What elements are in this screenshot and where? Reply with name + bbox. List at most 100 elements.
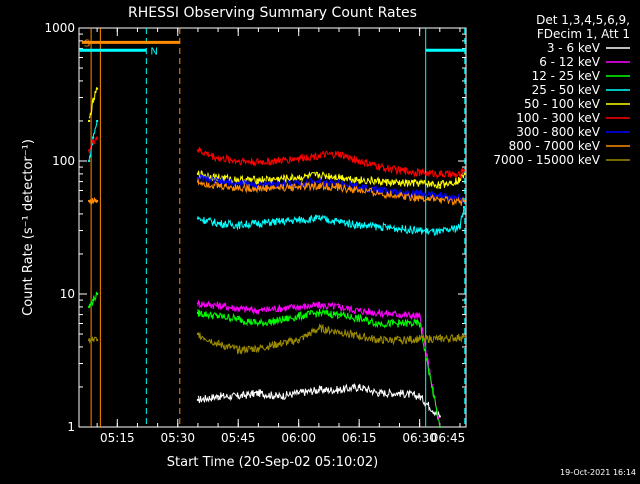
- legend-label: 3 - 6 keV: [547, 41, 601, 55]
- data-point: [217, 395, 220, 398]
- footer-timestamp: 19-Oct-2021 16:14: [560, 468, 636, 477]
- y-axis-label: Count Rate (s⁻¹ detector⁻¹): [21, 139, 36, 316]
- data-point: [378, 339, 381, 342]
- data-point: [338, 313, 341, 316]
- data-point: [88, 200, 91, 203]
- data-point: [438, 415, 441, 418]
- data-point: [338, 388, 341, 391]
- data-point: [217, 343, 220, 346]
- data-point: [92, 100, 95, 103]
- data-point: [237, 348, 240, 351]
- data-point: [418, 192, 421, 195]
- legend-label: 6 - 12 keV: [539, 55, 601, 69]
- data-point: [297, 185, 300, 188]
- data-point: [378, 166, 381, 169]
- data-point: [277, 395, 280, 398]
- legend-label: 50 - 100 keV: [524, 97, 601, 111]
- data-point: [277, 343, 280, 346]
- data-point: [237, 182, 240, 185]
- data-point: [358, 224, 361, 227]
- x-tick-label: 05:45: [221, 431, 256, 445]
- data-point: [217, 180, 220, 183]
- data-point: [237, 307, 240, 310]
- data-point: [297, 219, 300, 222]
- legend-header-line: Det 1,3,4,5,6,9,: [536, 13, 630, 27]
- data-point: [217, 157, 220, 160]
- legend-label: 12 - 25 keV: [532, 69, 601, 83]
- data-point: [237, 317, 240, 320]
- chart-title: RHESSI Observing Summary Count Rates: [128, 5, 417, 21]
- data-point: [317, 174, 320, 177]
- y-tick-label: 1: [67, 420, 75, 434]
- data-point: [217, 222, 220, 225]
- data-point: [338, 330, 341, 333]
- data-point: [458, 197, 461, 200]
- data-point: [92, 200, 95, 203]
- data-point: [378, 180, 381, 183]
- data-point: [458, 174, 461, 177]
- data-point: [418, 315, 421, 318]
- data-point: [398, 322, 401, 325]
- data-point: [217, 176, 220, 179]
- series-line-5: [197, 147, 465, 180]
- data-point: [92, 140, 95, 143]
- data-point: [358, 160, 361, 162]
- series-line-2: [88, 291, 98, 309]
- data-point: [398, 169, 401, 172]
- data-point: [338, 186, 341, 189]
- data-point: [438, 172, 441, 175]
- data-point: [237, 395, 240, 398]
- data-point: [277, 307, 280, 310]
- data-point: [378, 322, 381, 325]
- data-point: [88, 119, 91, 122]
- data-point: [237, 224, 240, 227]
- data-point: [196, 302, 199, 305]
- data-point: [438, 337, 441, 340]
- data-point: [88, 305, 91, 308]
- x-axis-label: Start Time (20-Sep-02 05:10:02): [167, 455, 378, 470]
- data-point: [96, 339, 99, 342]
- data-point: [458, 336, 461, 339]
- data-point: [257, 222, 260, 225]
- data-point: [92, 136, 95, 139]
- data-point: [338, 175, 341, 178]
- y-tick-label: 100: [52, 154, 75, 168]
- data-point: [418, 322, 421, 325]
- data-point: [398, 392, 401, 395]
- data-point: [317, 217, 320, 220]
- data-point: [398, 339, 401, 342]
- x-tick-label: 05:30: [160, 431, 195, 445]
- flag-bar-label: S: [84, 38, 90, 49]
- legend-label: 7000 - 15000 keV: [493, 153, 600, 167]
- series-line-4: [197, 170, 465, 190]
- data-point: [257, 178, 260, 181]
- data-point: [317, 154, 320, 157]
- data-point: [438, 231, 441, 234]
- data-point: [257, 347, 260, 350]
- data-point: [378, 192, 381, 195]
- data-point: [96, 136, 99, 139]
- data-point: [317, 184, 320, 187]
- data-point: [297, 176, 300, 179]
- data-point: [196, 217, 199, 220]
- data-point: [92, 339, 95, 342]
- x-tick-label: 06:00: [281, 431, 316, 445]
- series-line-5: [88, 137, 98, 154]
- data-point: [438, 194, 441, 197]
- legend-label: 100 - 300 keV: [516, 111, 600, 125]
- data-point: [92, 299, 95, 302]
- data-point: [96, 293, 99, 295]
- data-point: [196, 180, 199, 183]
- series-line-7: [197, 178, 465, 207]
- data-point: [358, 178, 361, 181]
- data-point: [462, 206, 465, 209]
- x-tick-label: 06:30: [402, 431, 437, 445]
- data-point: [88, 160, 91, 162]
- data-point: [338, 220, 341, 223]
- y-tick-label: 10: [60, 287, 75, 301]
- x-tick-label: 05:15: [100, 431, 135, 445]
- data-point: [196, 311, 199, 314]
- data-point: [462, 169, 465, 172]
